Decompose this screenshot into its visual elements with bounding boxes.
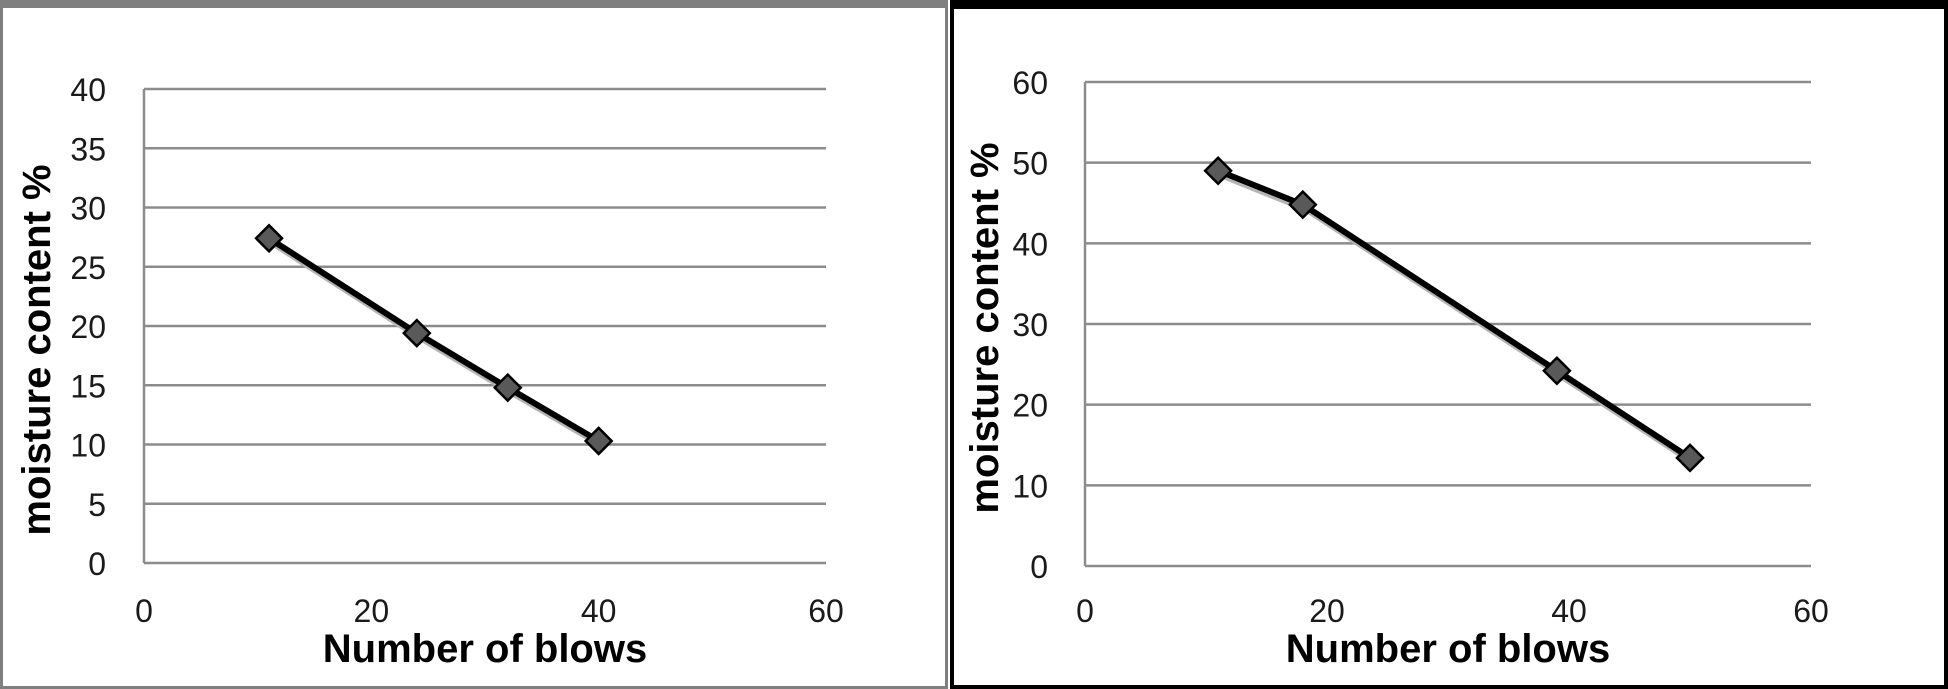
data-point-marker bbox=[1675, 443, 1705, 473]
y-tick-label: 40 bbox=[1012, 226, 1048, 262]
y-tick-label: 0 bbox=[88, 546, 106, 582]
x-tick-label: 40 bbox=[581, 593, 617, 629]
y-tick-label: 10 bbox=[70, 428, 106, 464]
x-tick-label: 20 bbox=[1309, 593, 1345, 629]
series-line bbox=[1216, 167, 1692, 461]
data-point-marker bbox=[1288, 189, 1318, 220]
y-tick-label: 30 bbox=[1012, 307, 1048, 343]
data-point-marker bbox=[583, 426, 614, 456]
y-tick-label: 40 bbox=[70, 72, 106, 108]
data-point-marker bbox=[492, 372, 523, 403]
y-tick-label: 5 bbox=[88, 487, 106, 523]
chart-left: 0 5 10 15 20 25 30 35 40 0 20 40 60 Number of blows mo… bbox=[15, 72, 844, 671]
x-axis-title: Number of blows bbox=[1286, 627, 1610, 671]
y-tick-label: 20 bbox=[1012, 388, 1048, 424]
y-axis-title: moisture content % bbox=[15, 164, 59, 535]
y-tick-label: 50 bbox=[1012, 146, 1048, 182]
y-tick-label: 60 bbox=[1012, 65, 1048, 101]
data-point-marker bbox=[254, 223, 284, 254]
x-tick-label: 0 bbox=[135, 593, 153, 629]
data-point-marker bbox=[1542, 356, 1572, 386]
x-tick-label: 0 bbox=[1076, 593, 1094, 629]
x-axis-title: Number of blows bbox=[323, 627, 647, 671]
x-tick-label: 40 bbox=[1551, 593, 1587, 629]
chart-panel-left bbox=[0, 0, 948, 689]
y-tick-label: 10 bbox=[1012, 468, 1048, 504]
x-tick-label: 60 bbox=[808, 593, 844, 629]
data-point-marker bbox=[1203, 155, 1233, 186]
y-tick-label: 30 bbox=[70, 191, 106, 227]
x-tick-label: 60 bbox=[1793, 593, 1829, 629]
y-tick-label: 20 bbox=[70, 309, 106, 345]
data-point-marker bbox=[402, 318, 432, 348]
y-tick-label: 25 bbox=[70, 250, 106, 286]
x-tick-label: 20 bbox=[354, 593, 390, 629]
y-tick-label: 0 bbox=[1030, 549, 1048, 585]
y-tick-label: 15 bbox=[70, 368, 106, 404]
y-tick-label: 35 bbox=[70, 131, 106, 167]
series-line-shadow bbox=[1219, 171, 1695, 465]
chart-panel-right bbox=[950, 0, 1948, 689]
series-line bbox=[267, 235, 601, 444]
y-axis-title: moisture content % bbox=[963, 142, 1007, 513]
